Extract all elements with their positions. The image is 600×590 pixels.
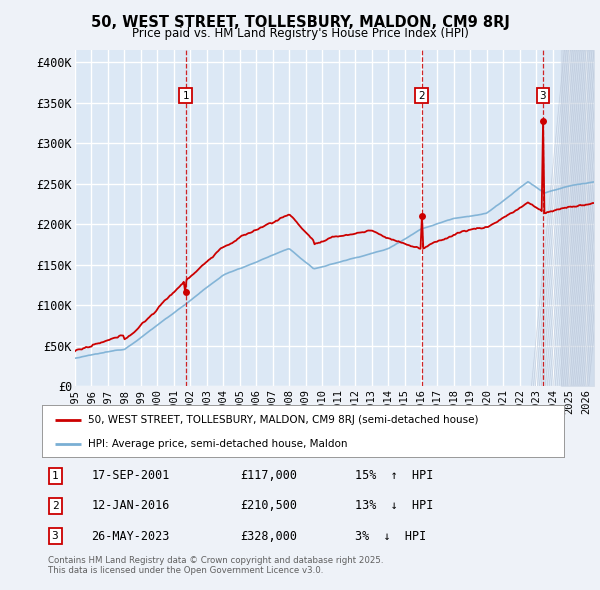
Text: Price paid vs. HM Land Registry's House Price Index (HPI): Price paid vs. HM Land Registry's House … xyxy=(131,27,469,40)
Text: 2: 2 xyxy=(418,90,425,100)
Text: 50, WEST STREET, TOLLESBURY, MALDON, CM9 8RJ (semi-detached house): 50, WEST STREET, TOLLESBURY, MALDON, CM9… xyxy=(88,415,478,425)
Text: 3: 3 xyxy=(539,90,546,100)
Text: 3: 3 xyxy=(52,531,58,541)
Text: 12-JAN-2016: 12-JAN-2016 xyxy=(92,499,170,513)
Text: Contains HM Land Registry data © Crown copyright and database right 2025.: Contains HM Land Registry data © Crown c… xyxy=(48,556,383,565)
Text: £328,000: £328,000 xyxy=(241,530,298,543)
Text: 17-SEP-2001: 17-SEP-2001 xyxy=(92,469,170,482)
Text: £210,500: £210,500 xyxy=(241,499,298,513)
Text: 13%  ↓  HPI: 13% ↓ HPI xyxy=(355,499,434,513)
Text: 1: 1 xyxy=(182,90,189,100)
Text: 50, WEST STREET, TOLLESBURY, MALDON, CM9 8RJ: 50, WEST STREET, TOLLESBURY, MALDON, CM9… xyxy=(91,15,509,30)
Text: 26-MAY-2023: 26-MAY-2023 xyxy=(92,530,170,543)
Text: 3%  ↓  HPI: 3% ↓ HPI xyxy=(355,530,427,543)
Text: £117,000: £117,000 xyxy=(241,469,298,482)
Text: 15%  ↑  HPI: 15% ↑ HPI xyxy=(355,469,434,482)
Text: 1: 1 xyxy=(52,471,58,481)
Text: This data is licensed under the Open Government Licence v3.0.: This data is licensed under the Open Gov… xyxy=(48,566,323,575)
Text: 2: 2 xyxy=(52,501,58,511)
Text: HPI: Average price, semi-detached house, Maldon: HPI: Average price, semi-detached house,… xyxy=(88,439,347,449)
